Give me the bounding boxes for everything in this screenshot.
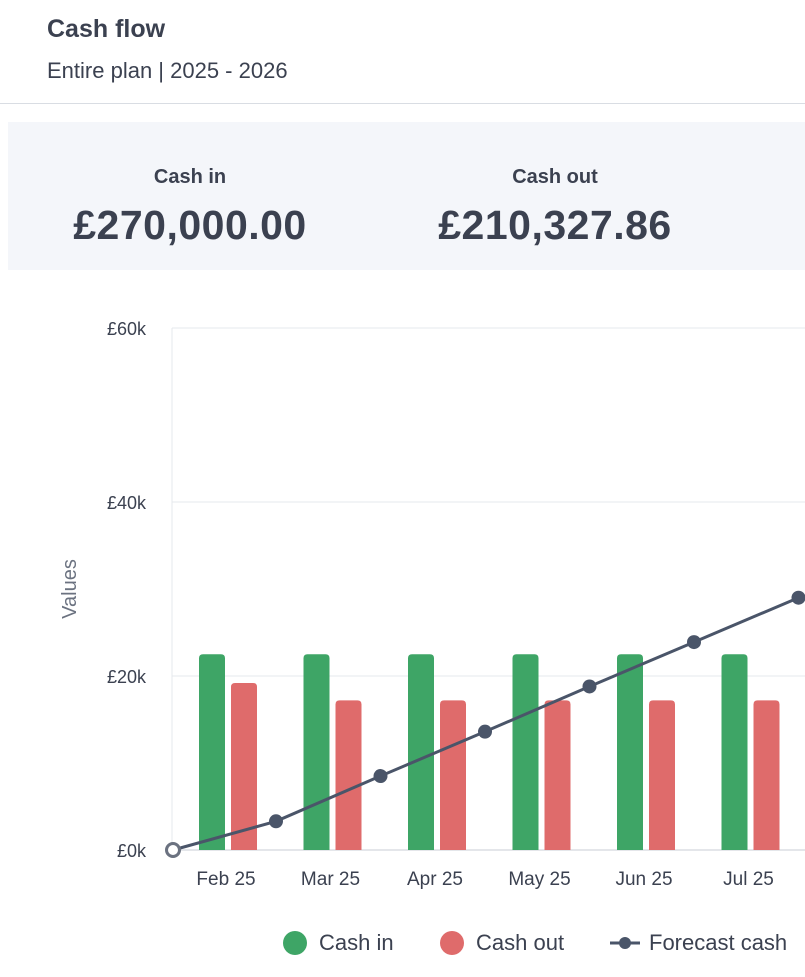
y-axis-title: Values bbox=[59, 559, 81, 619]
x-tick-label: Jul 25 bbox=[723, 869, 774, 890]
y-tick-label: £0k bbox=[117, 841, 147, 861]
forecast-cash-point bbox=[791, 590, 805, 605]
y-tick-label: £60k bbox=[107, 319, 147, 339]
legend-item-forecast-cash[interactable]: Forecast cash bbox=[609, 925, 787, 961]
x-tick-label: Apr 25 bbox=[407, 869, 463, 890]
cash-out-bar bbox=[544, 700, 571, 850]
cash-summary-panel: Cash in £270,000.00 Cash out £210,327.86 bbox=[8, 122, 805, 270]
forecast-cash-line bbox=[172, 596, 800, 852]
cash-out-bar bbox=[440, 700, 466, 850]
x-tick-label: Feb 25 bbox=[196, 869, 255, 890]
forecast-cash-point bbox=[269, 814, 283, 829]
forecast-cash-point bbox=[582, 679, 597, 694]
legend-item-cash-in[interactable]: Cash in bbox=[283, 925, 394, 961]
forecast-line-legend-marker bbox=[610, 937, 640, 949]
chart-title: Cash flow bbox=[47, 15, 166, 43]
x-tick-label: May 25 bbox=[508, 869, 570, 890]
cash-in-bar bbox=[721, 654, 748, 850]
cash-out-label: Cash out bbox=[512, 166, 598, 188]
x-tick-label: Mar 25 bbox=[301, 869, 360, 890]
legend-label-forecast-cash: Forecast cash bbox=[649, 930, 788, 955]
cash-flow-chart: £0k £20k £40k £60k Values Feb 25 Mar 25 Apr 25 M… bbox=[0, 280, 805, 977]
cash-flow-chart-svg: £0k £20k £40k £60k Values Feb 25 Mar 25 Apr 25 M… bbox=[59, 319, 805, 890]
forecast-cash-point bbox=[373, 769, 388, 784]
cash-out-bar bbox=[335, 700, 362, 850]
cash-out-bar bbox=[649, 700, 675, 850]
cash-in-bar bbox=[408, 654, 434, 850]
forecast-cash-point bbox=[478, 724, 492, 739]
legend-label-cash-in: Cash in bbox=[319, 930, 394, 955]
cash-out-legend-marker bbox=[440, 931, 464, 955]
forecast-cash-point bbox=[687, 635, 701, 650]
cash-out-value: £210,327.86 bbox=[438, 202, 672, 248]
cash-in-bar bbox=[303, 654, 330, 850]
forecast-start-point bbox=[165, 842, 181, 858]
cash-in-bar bbox=[617, 654, 643, 850]
y-tick-label: £40k bbox=[107, 493, 147, 513]
y-tick-label: £20k bbox=[107, 667, 147, 687]
legend-label-cash-out: Cash out bbox=[476, 930, 565, 955]
legend-item-cash-out[interactable]: Cash out bbox=[440, 925, 564, 961]
cash-in-value: £270,000.00 bbox=[73, 202, 307, 248]
cash-in-bar bbox=[199, 654, 225, 850]
x-tick-label: Jun 25 bbox=[615, 869, 672, 890]
cash-out-bar bbox=[753, 700, 780, 850]
chart-header: Cash flow Entire plan | 2025 - 2026 bbox=[0, 0, 805, 104]
cash-in-bar bbox=[512, 654, 539, 850]
chart-subtitle: Entire plan | 2025 - 2026 bbox=[47, 58, 288, 83]
cash-in-label: Cash in bbox=[153, 166, 227, 188]
cash-in-legend-marker bbox=[283, 931, 307, 955]
chart-legend: Cash in Cash out Forecast cash bbox=[0, 925, 805, 961]
cash-out-bar bbox=[231, 682, 257, 850]
